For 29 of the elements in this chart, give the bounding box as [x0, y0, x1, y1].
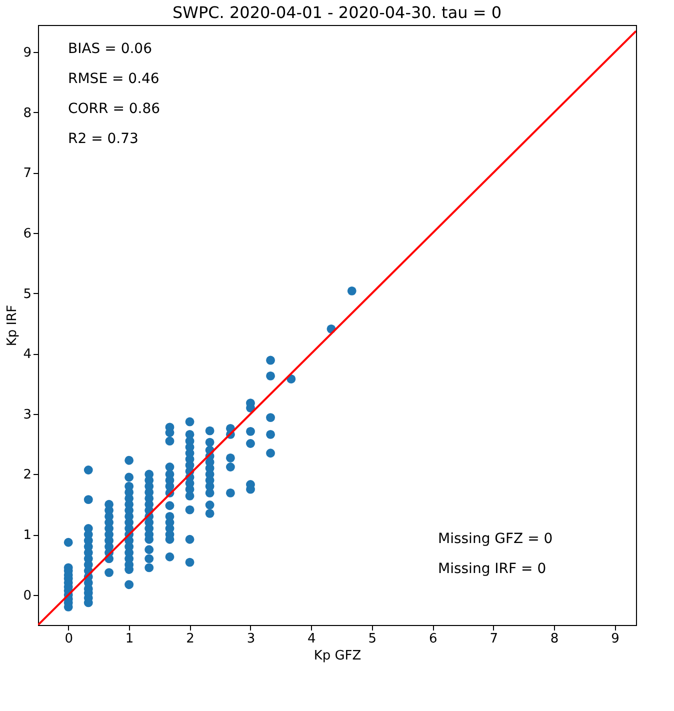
x-tick-label: 8 [550, 632, 559, 646]
y-tick-label: 2 [23, 468, 32, 483]
y-tick-label: 6 [23, 226, 32, 242]
annotation: Missing GFZ = 0 [438, 531, 553, 547]
x-tick-label: 6 [428, 632, 438, 646]
y-tick-label: 9 [23, 46, 32, 61]
y-tick-label: 3 [23, 407, 32, 422]
annotation: R2 = 0.73 [68, 131, 138, 147]
x-tick-label: 7 [490, 632, 498, 646]
y-tick-label: 0 [23, 588, 32, 604]
annotation: CORR = 0.86 [68, 101, 160, 117]
annotation: RMSE = 0.46 [68, 71, 160, 87]
x-axis-title: Kp GFZ [314, 648, 362, 664]
y-tick-label: 4 [23, 347, 32, 362]
x-tick-label: 2 [186, 632, 194, 646]
chart-title: SWPC. 2020-04-01 - 2020-04-30. tau = 0 [172, 3, 502, 22]
annotation: Missing IRF = 0 [438, 561, 546, 577]
x-tick-label: 9 [611, 632, 620, 646]
y-tick-label: 8 [23, 106, 32, 121]
y-tick-label: 5 [23, 286, 32, 302]
x-tick-label: 4 [308, 632, 316, 646]
x-tick-label: 1 [125, 632, 134, 646]
annotation: BIAS = 0.06 [68, 41, 152, 57]
y-tick-label: 1 [23, 528, 32, 544]
x-tick-label: 5 [368, 632, 377, 646]
y-tick-label: 7 [23, 166, 32, 182]
y-axis-title: Kp IRF [5, 304, 20, 346]
x-tick-label: 0 [64, 632, 73, 646]
x-tick-label: 3 [246, 632, 256, 646]
